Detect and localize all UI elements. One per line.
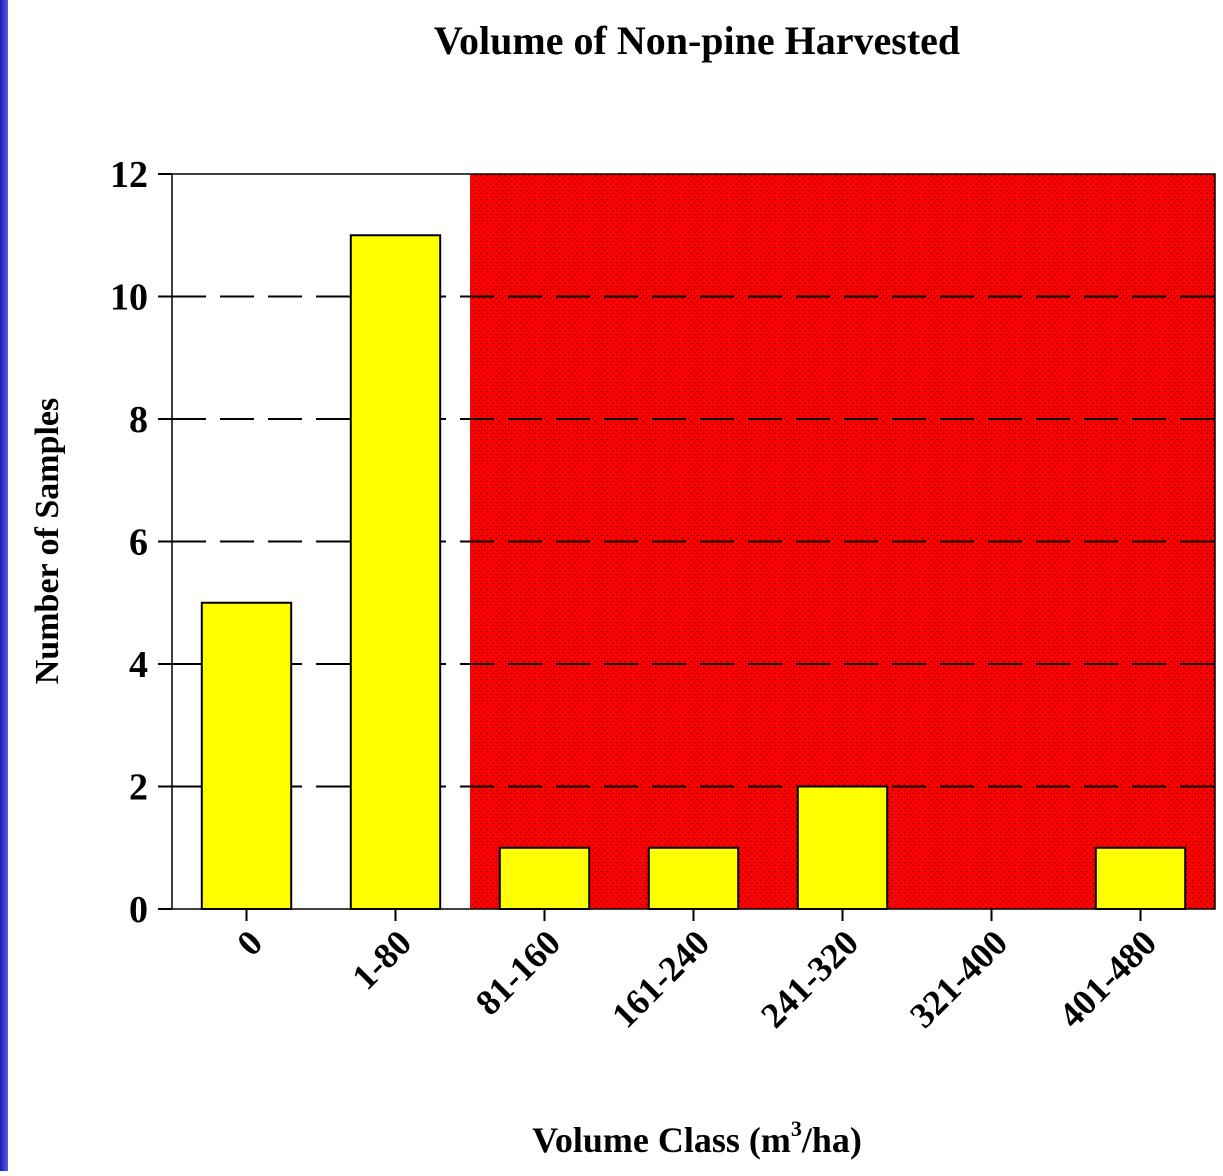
x-tick-label: 1-80 [344, 922, 419, 997]
y-tick-label: 10 [110, 277, 148, 319]
bar [647, 846, 740, 910]
bar [200, 601, 293, 910]
side-strip [0, 0, 8, 1171]
x-tick-label: 241-320 [753, 922, 866, 1035]
y-axis-label: Number of Samples [29, 398, 66, 685]
bar [796, 785, 889, 910]
x-tick-label: 161-240 [604, 922, 717, 1035]
y-tick-label: 0 [129, 889, 148, 931]
y-tick-label: 6 [129, 522, 148, 564]
x-tick-label: 401-480 [1051, 922, 1164, 1035]
chart-title: Volume of Non-pine Harvested [434, 18, 960, 63]
x-axis-label-part: /ha) [801, 1120, 862, 1160]
bar [498, 846, 591, 910]
x-tick-label: 81-160 [468, 922, 568, 1022]
y-tick-label: 8 [129, 399, 148, 441]
y-tick-label: 2 [129, 767, 148, 809]
x-tick-label: 0 [229, 922, 270, 963]
y-tick-label: 4 [129, 644, 148, 686]
x-tick-label: 321-400 [902, 922, 1015, 1035]
x-axis-label-sup: 3 [791, 1116, 802, 1141]
bar [349, 234, 442, 910]
x-axis-label: Volume Class (m3/ha) [532, 1116, 862, 1160]
bar [1094, 846, 1187, 910]
x-axis-label-part: Volume Class (m [532, 1120, 791, 1160]
y-tick-label: 12 [110, 154, 148, 196]
